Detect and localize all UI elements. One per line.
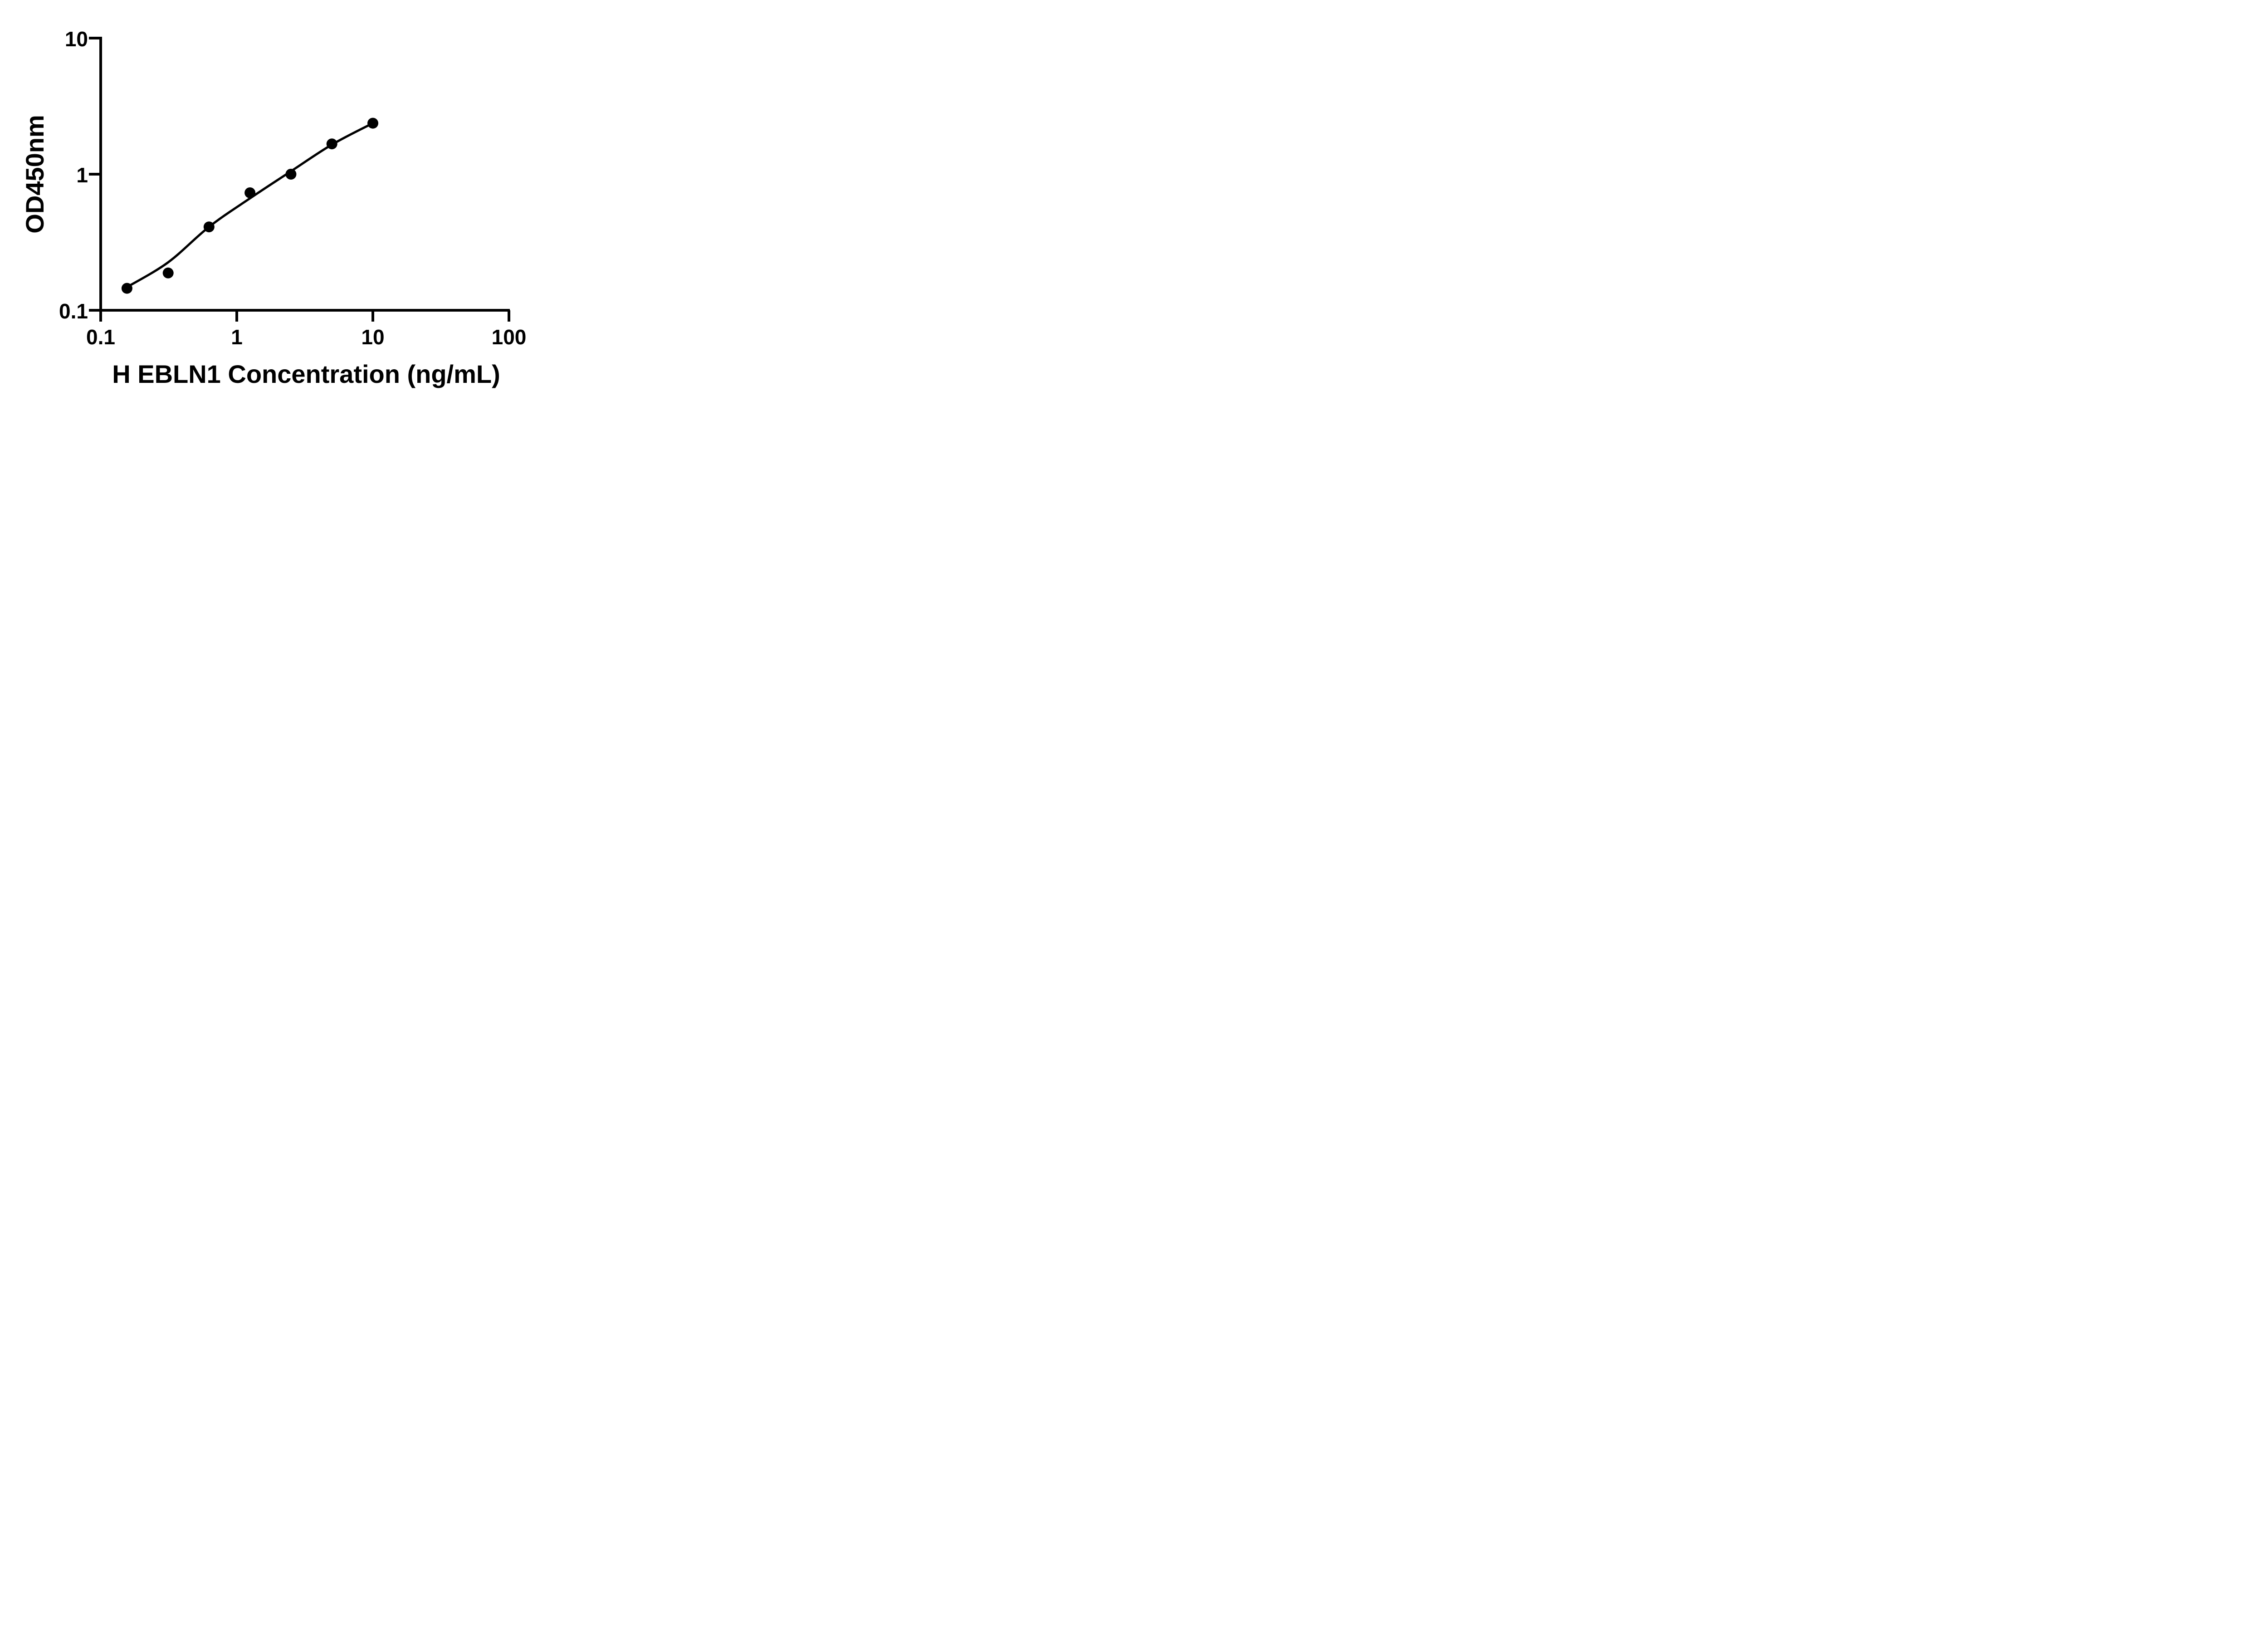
x-tick-label: 100 bbox=[491, 325, 527, 349]
x-tick-label: 10 bbox=[361, 325, 385, 349]
y-tick-label: 1 bbox=[76, 163, 88, 187]
x-tick-label: 1 bbox=[231, 325, 243, 349]
y-tick-label: 10 bbox=[64, 27, 88, 51]
data-point bbox=[326, 138, 337, 150]
data-point bbox=[203, 221, 215, 233]
plot-canvas bbox=[89, 37, 510, 322]
x-tick-label: 0.1 bbox=[86, 325, 115, 349]
data-point bbox=[285, 169, 297, 180]
data-point bbox=[162, 267, 174, 279]
y-tick-label: 0.1 bbox=[59, 299, 88, 323]
trend-curve bbox=[126, 122, 374, 288]
data-point bbox=[367, 117, 378, 129]
elisa-standard-curve-figure: 0.1 1 10 0.1 1 10 100 H EBLN1 Concentration (n… bbox=[0, 0, 572, 408]
x-axis-title: H EBLN1 Concentration (ng/mL) bbox=[112, 360, 500, 388]
data-point bbox=[121, 283, 132, 294]
data-point bbox=[244, 187, 256, 198]
y-axis-title: OD450nm bbox=[20, 115, 49, 234]
